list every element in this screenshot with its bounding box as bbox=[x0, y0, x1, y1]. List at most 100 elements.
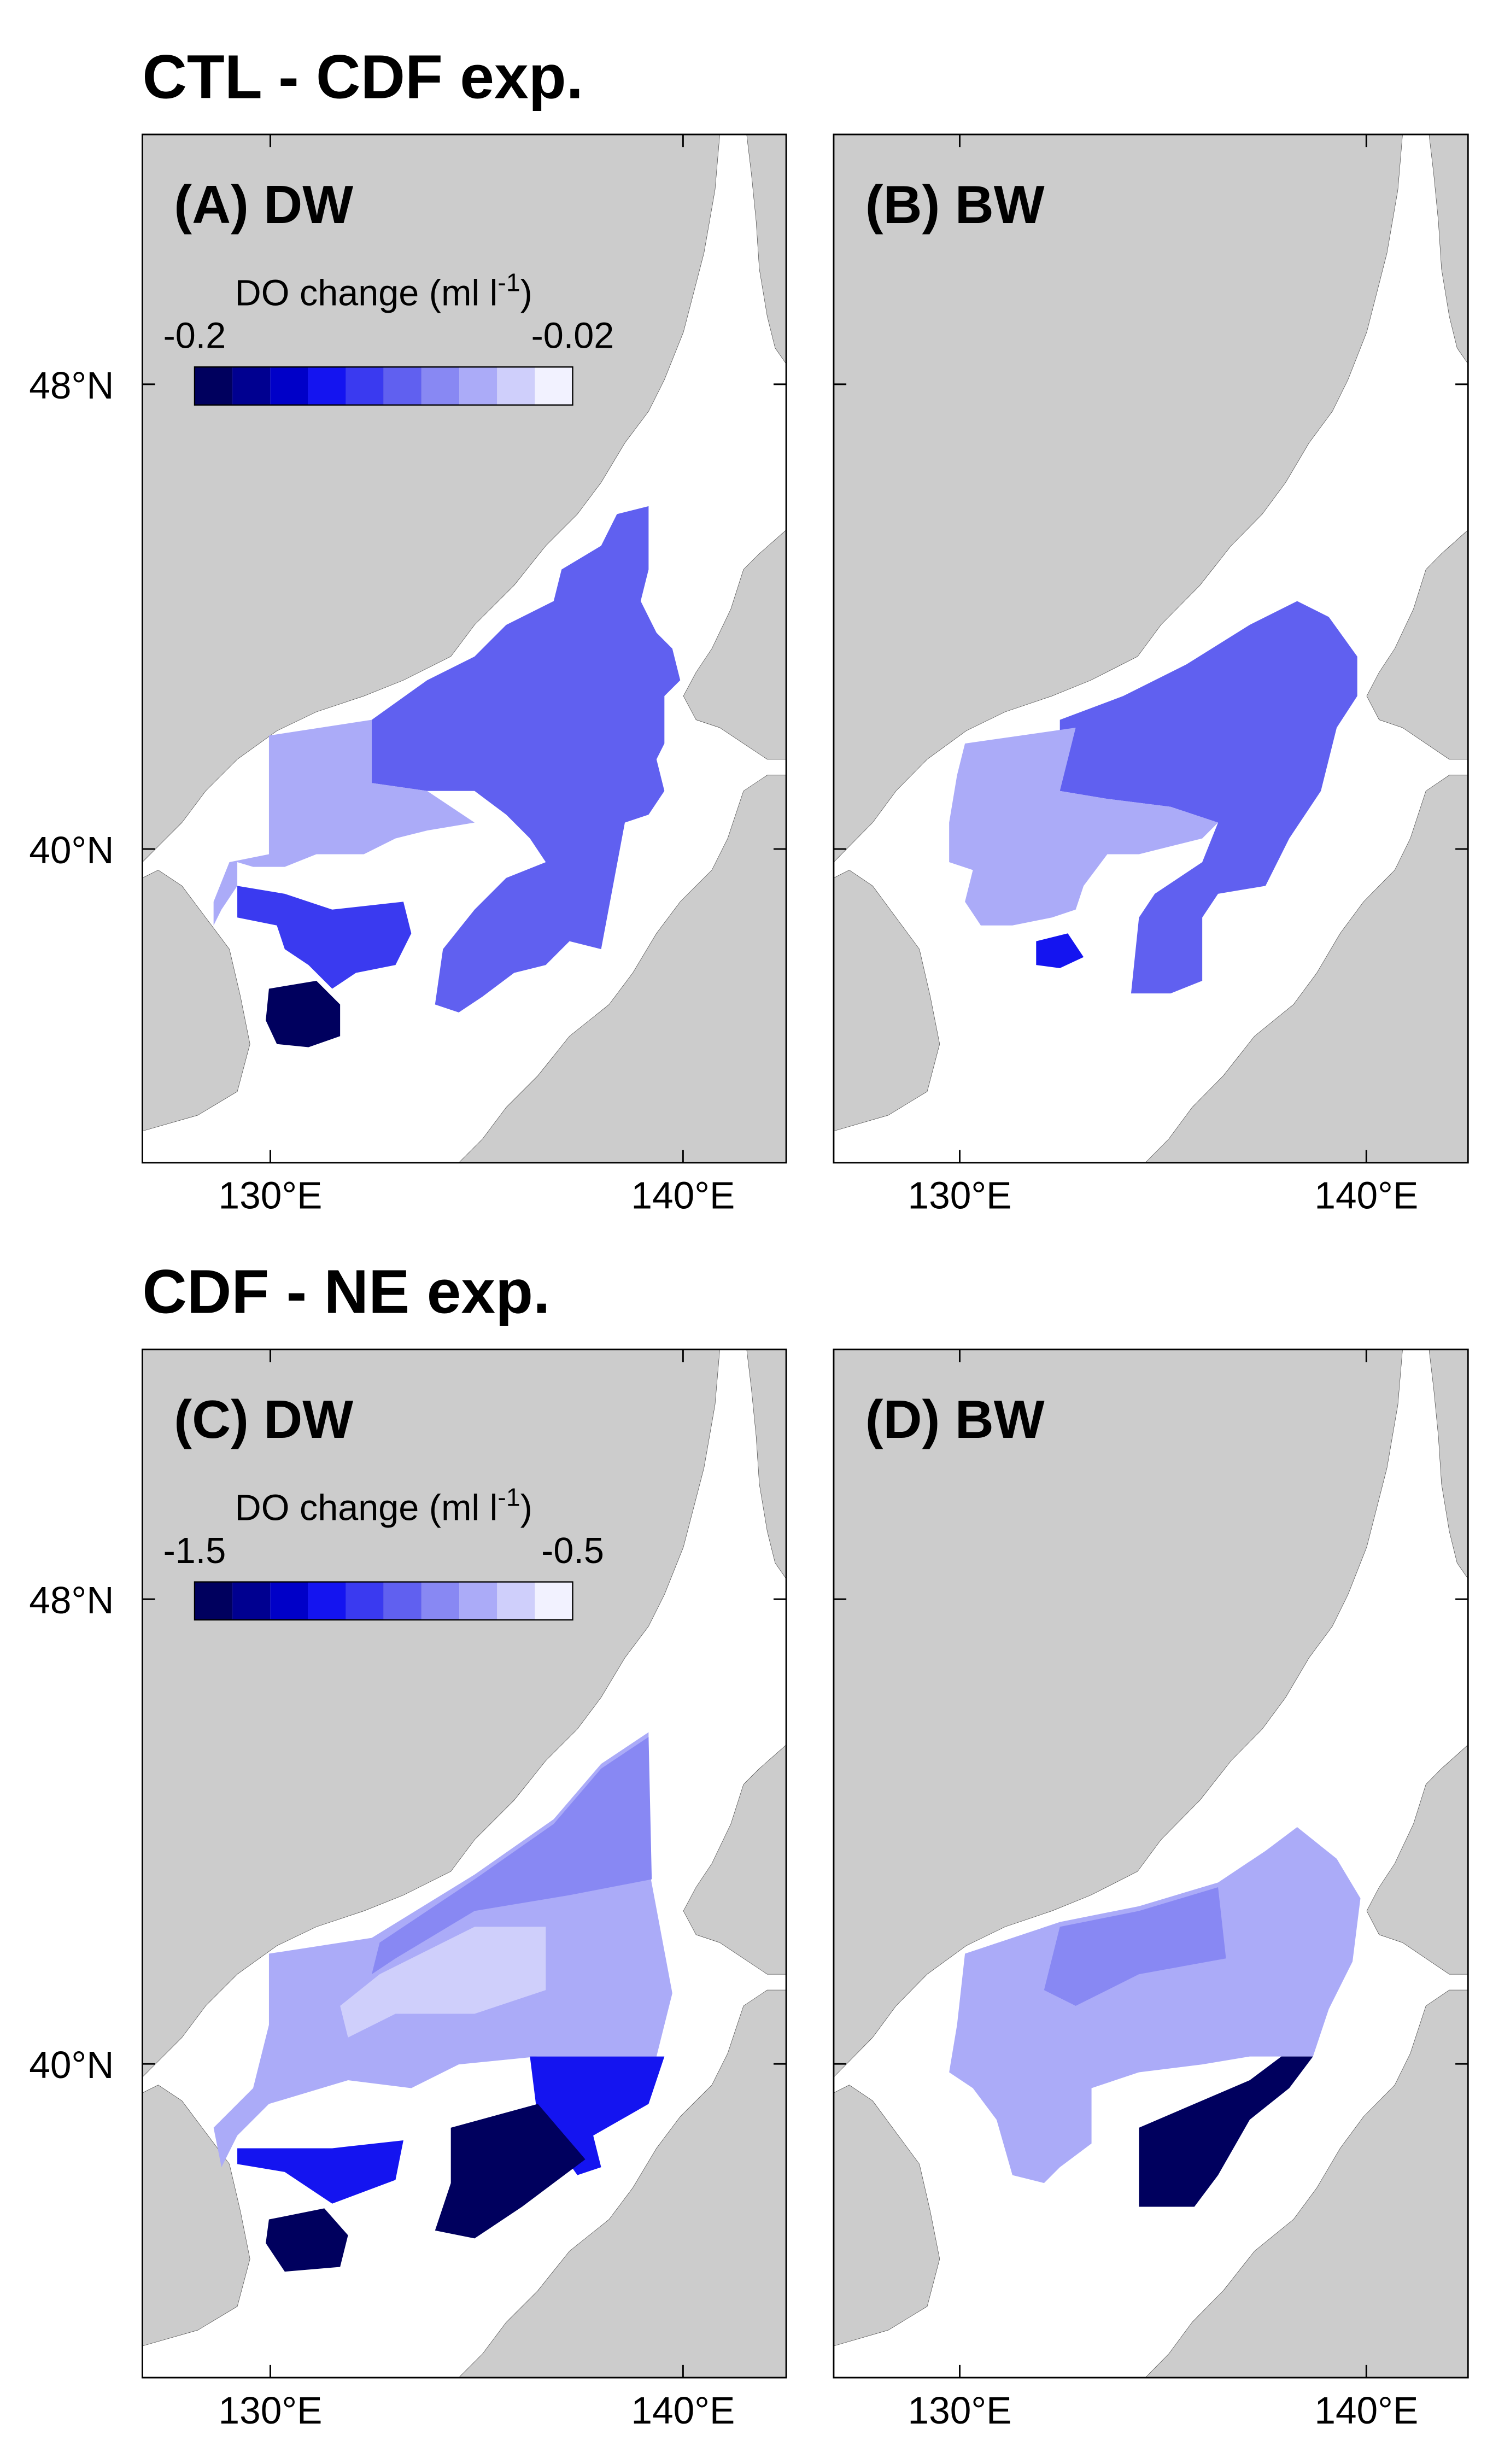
land bbox=[833, 134, 1468, 1163]
lat-tick-label: 40°N bbox=[29, 2044, 114, 2086]
colorbar-title-close: ) bbox=[520, 1488, 532, 1529]
panel-label: (A) DW bbox=[174, 174, 353, 235]
do-change-field bbox=[949, 1827, 1361, 2207]
do-change-area bbox=[949, 728, 1219, 926]
land bbox=[142, 1349, 787, 2378]
do-change-area bbox=[340, 1927, 546, 2038]
colorbar-title-close: ) bbox=[520, 273, 532, 313]
do-change-area bbox=[266, 981, 341, 1047]
colorbar-cell bbox=[383, 1582, 421, 1620]
land-mass bbox=[142, 134, 719, 862]
colorbar-cell bbox=[421, 367, 460, 405]
do-change-area bbox=[237, 886, 412, 989]
section-title: CDF - NE exp. bbox=[142, 1257, 550, 1326]
colorbar-cell bbox=[270, 1582, 308, 1620]
do-change-field bbox=[213, 506, 681, 1047]
land-mass bbox=[683, 1745, 787, 1975]
map-area bbox=[142, 1349, 787, 2378]
lon-tick-label: 130°E bbox=[219, 1174, 323, 1217]
do-change-area bbox=[1036, 933, 1084, 968]
map-area bbox=[142, 134, 787, 1163]
do-change-field bbox=[213, 1732, 672, 2272]
panel-frame bbox=[833, 1348, 1469, 2379]
lon-tick-label: 140°E bbox=[1314, 1174, 1418, 1217]
colorbar-frame bbox=[194, 1581, 573, 1621]
colorbar-cell bbox=[346, 1582, 384, 1620]
do-change-area bbox=[949, 1827, 1361, 2184]
land-mass bbox=[459, 775, 787, 1163]
colorbar-cell bbox=[346, 367, 384, 405]
do-change-area bbox=[1059, 601, 1357, 994]
colorbar-cell bbox=[497, 1582, 535, 1620]
colorbar-title-text: DO change (ml l bbox=[235, 273, 498, 313]
colorbar-cell bbox=[459, 367, 497, 405]
colorbar-cell bbox=[270, 367, 308, 405]
land-mass bbox=[747, 1349, 787, 1579]
lat-tick-label: 40°N bbox=[29, 829, 114, 871]
colorbar-cell bbox=[459, 1582, 497, 1620]
colorbar-max-label: -0.02 bbox=[531, 316, 614, 356]
map-area bbox=[833, 1349, 1468, 2378]
do-change-area bbox=[237, 2140, 403, 2204]
do-change-area bbox=[1139, 2056, 1313, 2207]
colorbar-max-label: -0.5 bbox=[541, 1531, 604, 1571]
map-area bbox=[833, 134, 1468, 1163]
lon-tick-label: 130°E bbox=[908, 1174, 1012, 1217]
land-mass bbox=[833, 2085, 940, 2346]
colorbar-cell bbox=[497, 367, 535, 405]
land-mass bbox=[1367, 530, 1468, 759]
panel-label: (C) DW bbox=[174, 1389, 353, 1449]
section-title: CTL - CDF exp. bbox=[142, 42, 583, 111]
lon-tick-label: 140°E bbox=[631, 1174, 735, 1217]
colorbar-min-label: -0.2 bbox=[163, 316, 226, 356]
panel-label: (B) BW bbox=[865, 174, 1045, 235]
colorbar-min-label: -1.5 bbox=[163, 1531, 226, 1571]
colorbar-title: DO change (ml l-1) bbox=[235, 1483, 532, 1529]
do-change-area bbox=[213, 719, 475, 926]
panel-frame bbox=[833, 133, 1469, 1164]
map-panel: 130°E 140°E (B) BW bbox=[833, 133, 1469, 1217]
colorbar-title-text: DO change (ml l bbox=[235, 1488, 498, 1529]
land-mass bbox=[1145, 775, 1468, 1163]
land-mass bbox=[833, 870, 940, 1131]
land-mass bbox=[747, 134, 787, 364]
land-mass bbox=[1145, 1990, 1468, 2378]
colorbar-cell bbox=[232, 367, 271, 405]
land-mass bbox=[142, 2085, 250, 2346]
do-change-area bbox=[1044, 1887, 1226, 2006]
colorbar-cell bbox=[535, 1582, 573, 1620]
lon-tick-label: 130°E bbox=[908, 2389, 1012, 2432]
colorbar-cell bbox=[194, 1582, 233, 1620]
panel-frame bbox=[142, 1348, 787, 2379]
colorbar-cell bbox=[421, 1582, 460, 1620]
land-mass bbox=[459, 1990, 787, 2378]
do-change-area bbox=[435, 2104, 586, 2239]
land-mass bbox=[683, 530, 787, 759]
lat-tick-label: 48°N bbox=[29, 364, 114, 407]
map-panel: 130°E 140°E (D) BW bbox=[833, 1348, 1469, 2432]
colorbar-title-superscript: -1 bbox=[497, 268, 520, 296]
do-change-area bbox=[372, 506, 681, 1012]
panel-frame bbox=[142, 133, 787, 1164]
colorbar-cell bbox=[232, 1582, 271, 1620]
panel-label: (D) BW bbox=[865, 1389, 1045, 1449]
colorbar-cell bbox=[308, 367, 346, 405]
colorbar-cell bbox=[308, 1582, 346, 1620]
land bbox=[142, 134, 787, 1163]
colorbar-frame bbox=[194, 366, 573, 406]
colorbar-cell bbox=[194, 367, 233, 405]
colorbar-cell bbox=[383, 367, 421, 405]
land bbox=[833, 1349, 1468, 2378]
land-mass bbox=[833, 134, 1403, 862]
lon-tick-label: 130°E bbox=[219, 2389, 323, 2432]
do-change-area bbox=[372, 1737, 652, 1975]
map-panel: 48°N 40°N 130°E 140°E (A) DW DO change (ml l-… bbox=[29, 133, 787, 1217]
land-mass bbox=[1367, 1745, 1468, 1975]
colorbar-cell bbox=[535, 367, 573, 405]
do-change-area bbox=[266, 2208, 348, 2272]
land-mass bbox=[833, 1349, 1403, 2077]
colorbar-title: DO change (ml l-1) bbox=[235, 268, 532, 313]
lat-tick-label: 48°N bbox=[29, 1579, 114, 1622]
